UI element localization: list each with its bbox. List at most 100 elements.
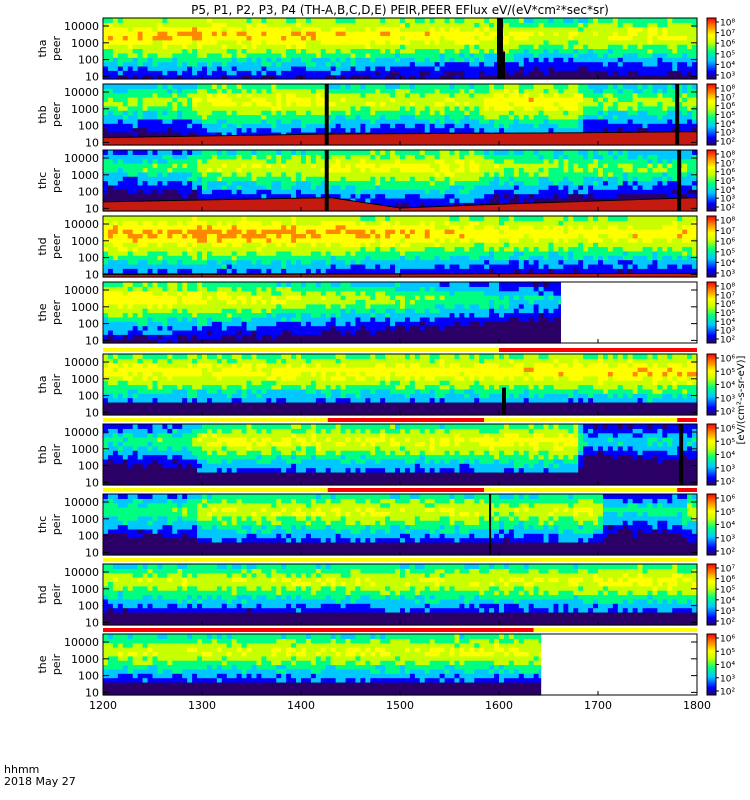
spectrogram-cell <box>523 35 530 41</box>
spectrogram-cell <box>385 197 391 203</box>
spectrogram-cell <box>508 167 515 173</box>
spectrogram-cell <box>301 48 307 54</box>
spectrogram-cell <box>563 167 569 173</box>
spectrogram-cell <box>112 114 119 120</box>
spectrogram-cell <box>538 189 545 195</box>
spectrogram-cell <box>390 57 396 63</box>
spectrogram-cell <box>469 154 475 160</box>
spectrogram-cell <box>172 70 178 76</box>
spectrogram-cell <box>528 163 535 169</box>
spectrogram-cell <box>251 70 258 76</box>
spectrogram-cell <box>533 39 540 45</box>
spectrogram-cell <box>301 114 307 120</box>
spectrogram-cell <box>454 61 460 67</box>
spectrogram-cell <box>182 150 188 155</box>
spectrogram-cell <box>276 18 282 23</box>
spectrogram-cell <box>459 180 465 186</box>
spectrogram-cell <box>177 57 183 63</box>
spectrogram-cell <box>122 61 129 67</box>
spectrogram-cell <box>454 150 460 155</box>
spectrogram-cell <box>489 22 495 28</box>
spectrogram-cell <box>142 65 149 71</box>
spectrogram-cell <box>434 154 441 160</box>
spectrogram-cell <box>578 171 584 177</box>
spectrogram-cell <box>583 26 589 32</box>
spectrogram-cell <box>152 31 159 37</box>
spectrogram-cell <box>677 84 683 89</box>
spectrogram-cell <box>484 158 490 164</box>
spectrogram-cell <box>261 189 267 195</box>
spectrogram-cell <box>538 57 545 63</box>
spectrogram-cell <box>593 92 599 98</box>
spectrogram-cell <box>588 171 594 177</box>
spectrogram-cell <box>682 31 688 37</box>
spectrogram-cell <box>152 26 159 32</box>
spectrogram-cell <box>261 171 267 177</box>
spectrogram-cell <box>692 44 698 50</box>
spectrogram-cell <box>103 74 109 80</box>
spectrogram-cell <box>261 131 267 137</box>
spectrogram-cell <box>162 26 168 32</box>
spectrogram-cell <box>132 118 139 124</box>
spectrogram-cell <box>449 39 456 45</box>
spectrogram-cell <box>464 31 470 37</box>
spectrogram-cell <box>335 114 342 120</box>
spectrogram-cell <box>494 52 500 58</box>
spectrogram-cell <box>523 97 530 103</box>
spectrogram-cell <box>286 176 292 182</box>
spectrogram-cell <box>261 163 267 169</box>
spectrogram-cell <box>687 70 693 76</box>
spectrogram-cell <box>147 22 154 28</box>
spectrogram-cell <box>578 74 584 80</box>
spectrogram-cell <box>637 84 644 89</box>
spectrogram-cell <box>494 167 500 173</box>
spectrogram-cell <box>231 193 238 199</box>
spectrogram-cell <box>355 22 361 28</box>
spectrogram-cell <box>266 118 272 124</box>
spectrogram-cell <box>558 39 564 45</box>
spectrogram-cell <box>568 184 574 190</box>
spectrogram-cell <box>206 70 213 76</box>
spectrogram-cell <box>291 114 297 120</box>
spectrogram-cell <box>459 123 465 129</box>
spectrogram-cell <box>538 31 545 37</box>
spectrogram-cell <box>429 171 436 177</box>
spectrogram-cell <box>167 101 173 107</box>
spectrogram-cell <box>365 31 371 37</box>
spectrogram-cell <box>617 180 624 186</box>
spectrogram-cell <box>241 167 248 173</box>
spectrogram-cell <box>573 158 579 164</box>
spectrogram-cell <box>484 26 490 32</box>
spectrogram-cell <box>528 197 535 203</box>
spectrogram-cell <box>226 97 233 103</box>
spectrogram-cell <box>508 105 515 111</box>
spectrogram-cell <box>479 22 485 28</box>
spectrogram-cell <box>553 52 559 58</box>
spectrogram-cell <box>553 18 559 23</box>
spectrogram-cell <box>548 150 555 155</box>
spectrogram-cell <box>355 118 361 124</box>
spectrogram-cell <box>429 150 436 155</box>
spectrogram-cell <box>687 44 693 50</box>
spectrogram-cell <box>206 123 213 129</box>
spectrogram-cell <box>117 189 124 195</box>
spectrogram-cell <box>231 70 238 76</box>
spectrogram-cell <box>508 22 515 28</box>
spectrogram-cell <box>578 97 584 103</box>
spectrogram-cell <box>647 88 654 94</box>
spectrogram-cell <box>429 84 436 89</box>
spectrogram-cell <box>657 84 663 89</box>
spectrogram-cell <box>350 31 357 37</box>
spectrogram-cell <box>489 18 495 23</box>
spectrogram-cell <box>538 35 545 41</box>
spectrogram-cell <box>350 84 357 89</box>
spectrogram-cell <box>528 154 535 160</box>
spectrogram-cell <box>598 35 604 41</box>
spectrogram-cell <box>335 105 342 111</box>
spectrogram-cell <box>355 176 361 182</box>
spectrogram-cell <box>281 44 287 50</box>
spectrogram-cell <box>231 180 238 186</box>
spectrogram-cell <box>414 171 421 177</box>
spectrogram-cell <box>246 84 253 89</box>
spectrogram-cell <box>345 158 352 164</box>
